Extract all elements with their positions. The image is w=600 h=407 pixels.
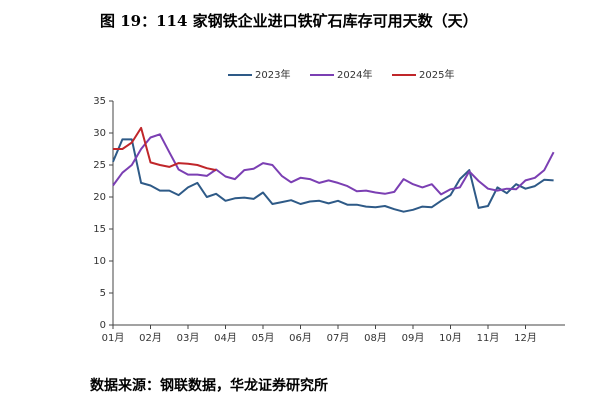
series-line [112, 138, 554, 213]
x-tick-label: 01月 [102, 332, 125, 344]
legend-label: 2024年 [337, 68, 372, 81]
x-tick-label: 06月 [289, 332, 312, 344]
legend-label: 2023年 [255, 68, 290, 81]
x-tick-label: 07月 [327, 332, 350, 344]
y-tick-label: 0 [100, 320, 106, 331]
x-tick-label: 11月 [477, 332, 500, 344]
y-tick-label: 30 [93, 128, 106, 139]
y-tick-label: 5 [100, 288, 106, 299]
x-tick-label: 03月 [177, 332, 200, 344]
x-tick-label: 09月 [402, 332, 425, 344]
x-tick-label: 02月 [139, 332, 162, 344]
y-tick-label: 20 [93, 192, 106, 203]
x-tick-label: 05月 [252, 332, 275, 344]
y-tick-label: 10 [93, 256, 106, 267]
y-tick-label: 35 [93, 96, 106, 107]
x-tick-label: 04月 [214, 332, 237, 344]
x-tick-label: 08月 [364, 332, 387, 344]
y-tick-label: 15 [93, 224, 106, 235]
source-note: 数据来源：钢联数据，华龙证券研究所 [90, 377, 328, 394]
series-line [112, 133, 555, 196]
series-line [113, 126, 217, 172]
x-tick-label: 10月 [439, 332, 462, 344]
y-tick-label: 25 [93, 160, 106, 171]
legend-label: 2025年 [419, 68, 454, 81]
chart-title: 图 19：114 家钢铁企业进口铁矿石库存可用天数（天） [100, 12, 478, 30]
x-tick-label: 12月 [514, 332, 537, 344]
